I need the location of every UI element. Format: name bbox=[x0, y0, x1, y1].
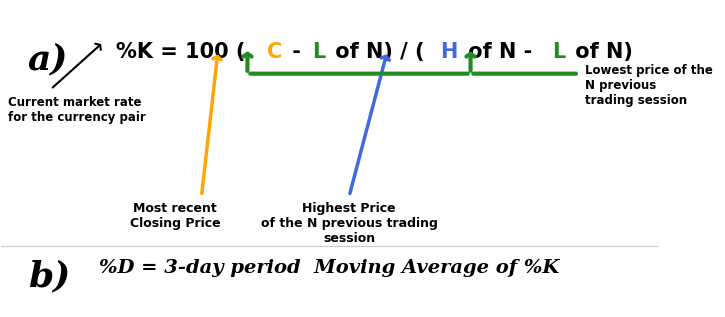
Text: H: H bbox=[440, 42, 457, 62]
Text: L: L bbox=[552, 42, 566, 62]
Text: Highest Price
of the N previous trading
session: Highest Price of the N previous trading … bbox=[261, 203, 438, 245]
Text: b): b) bbox=[28, 259, 70, 293]
Text: Current market rate
for the currency pair: Current market rate for the currency pai… bbox=[8, 96, 146, 124]
Text: a): a) bbox=[28, 42, 68, 76]
Text: of N) / (: of N) / ( bbox=[328, 42, 424, 62]
Text: of N): of N) bbox=[568, 42, 633, 62]
Text: %K = 100 (: %K = 100 ( bbox=[116, 42, 246, 62]
Text: -: - bbox=[285, 42, 308, 62]
Text: %D = 3-day period  Moving Average of %K: %D = 3-day period Moving Average of %K bbox=[99, 259, 560, 277]
Text: Most recent
Closing Price: Most recent Closing Price bbox=[130, 203, 220, 230]
Text: L: L bbox=[312, 42, 326, 62]
Text: of N -: of N - bbox=[460, 42, 539, 62]
Text: C: C bbox=[268, 42, 283, 62]
Text: Lowest price of the
N previous
trading session: Lowest price of the N previous trading s… bbox=[585, 64, 713, 107]
